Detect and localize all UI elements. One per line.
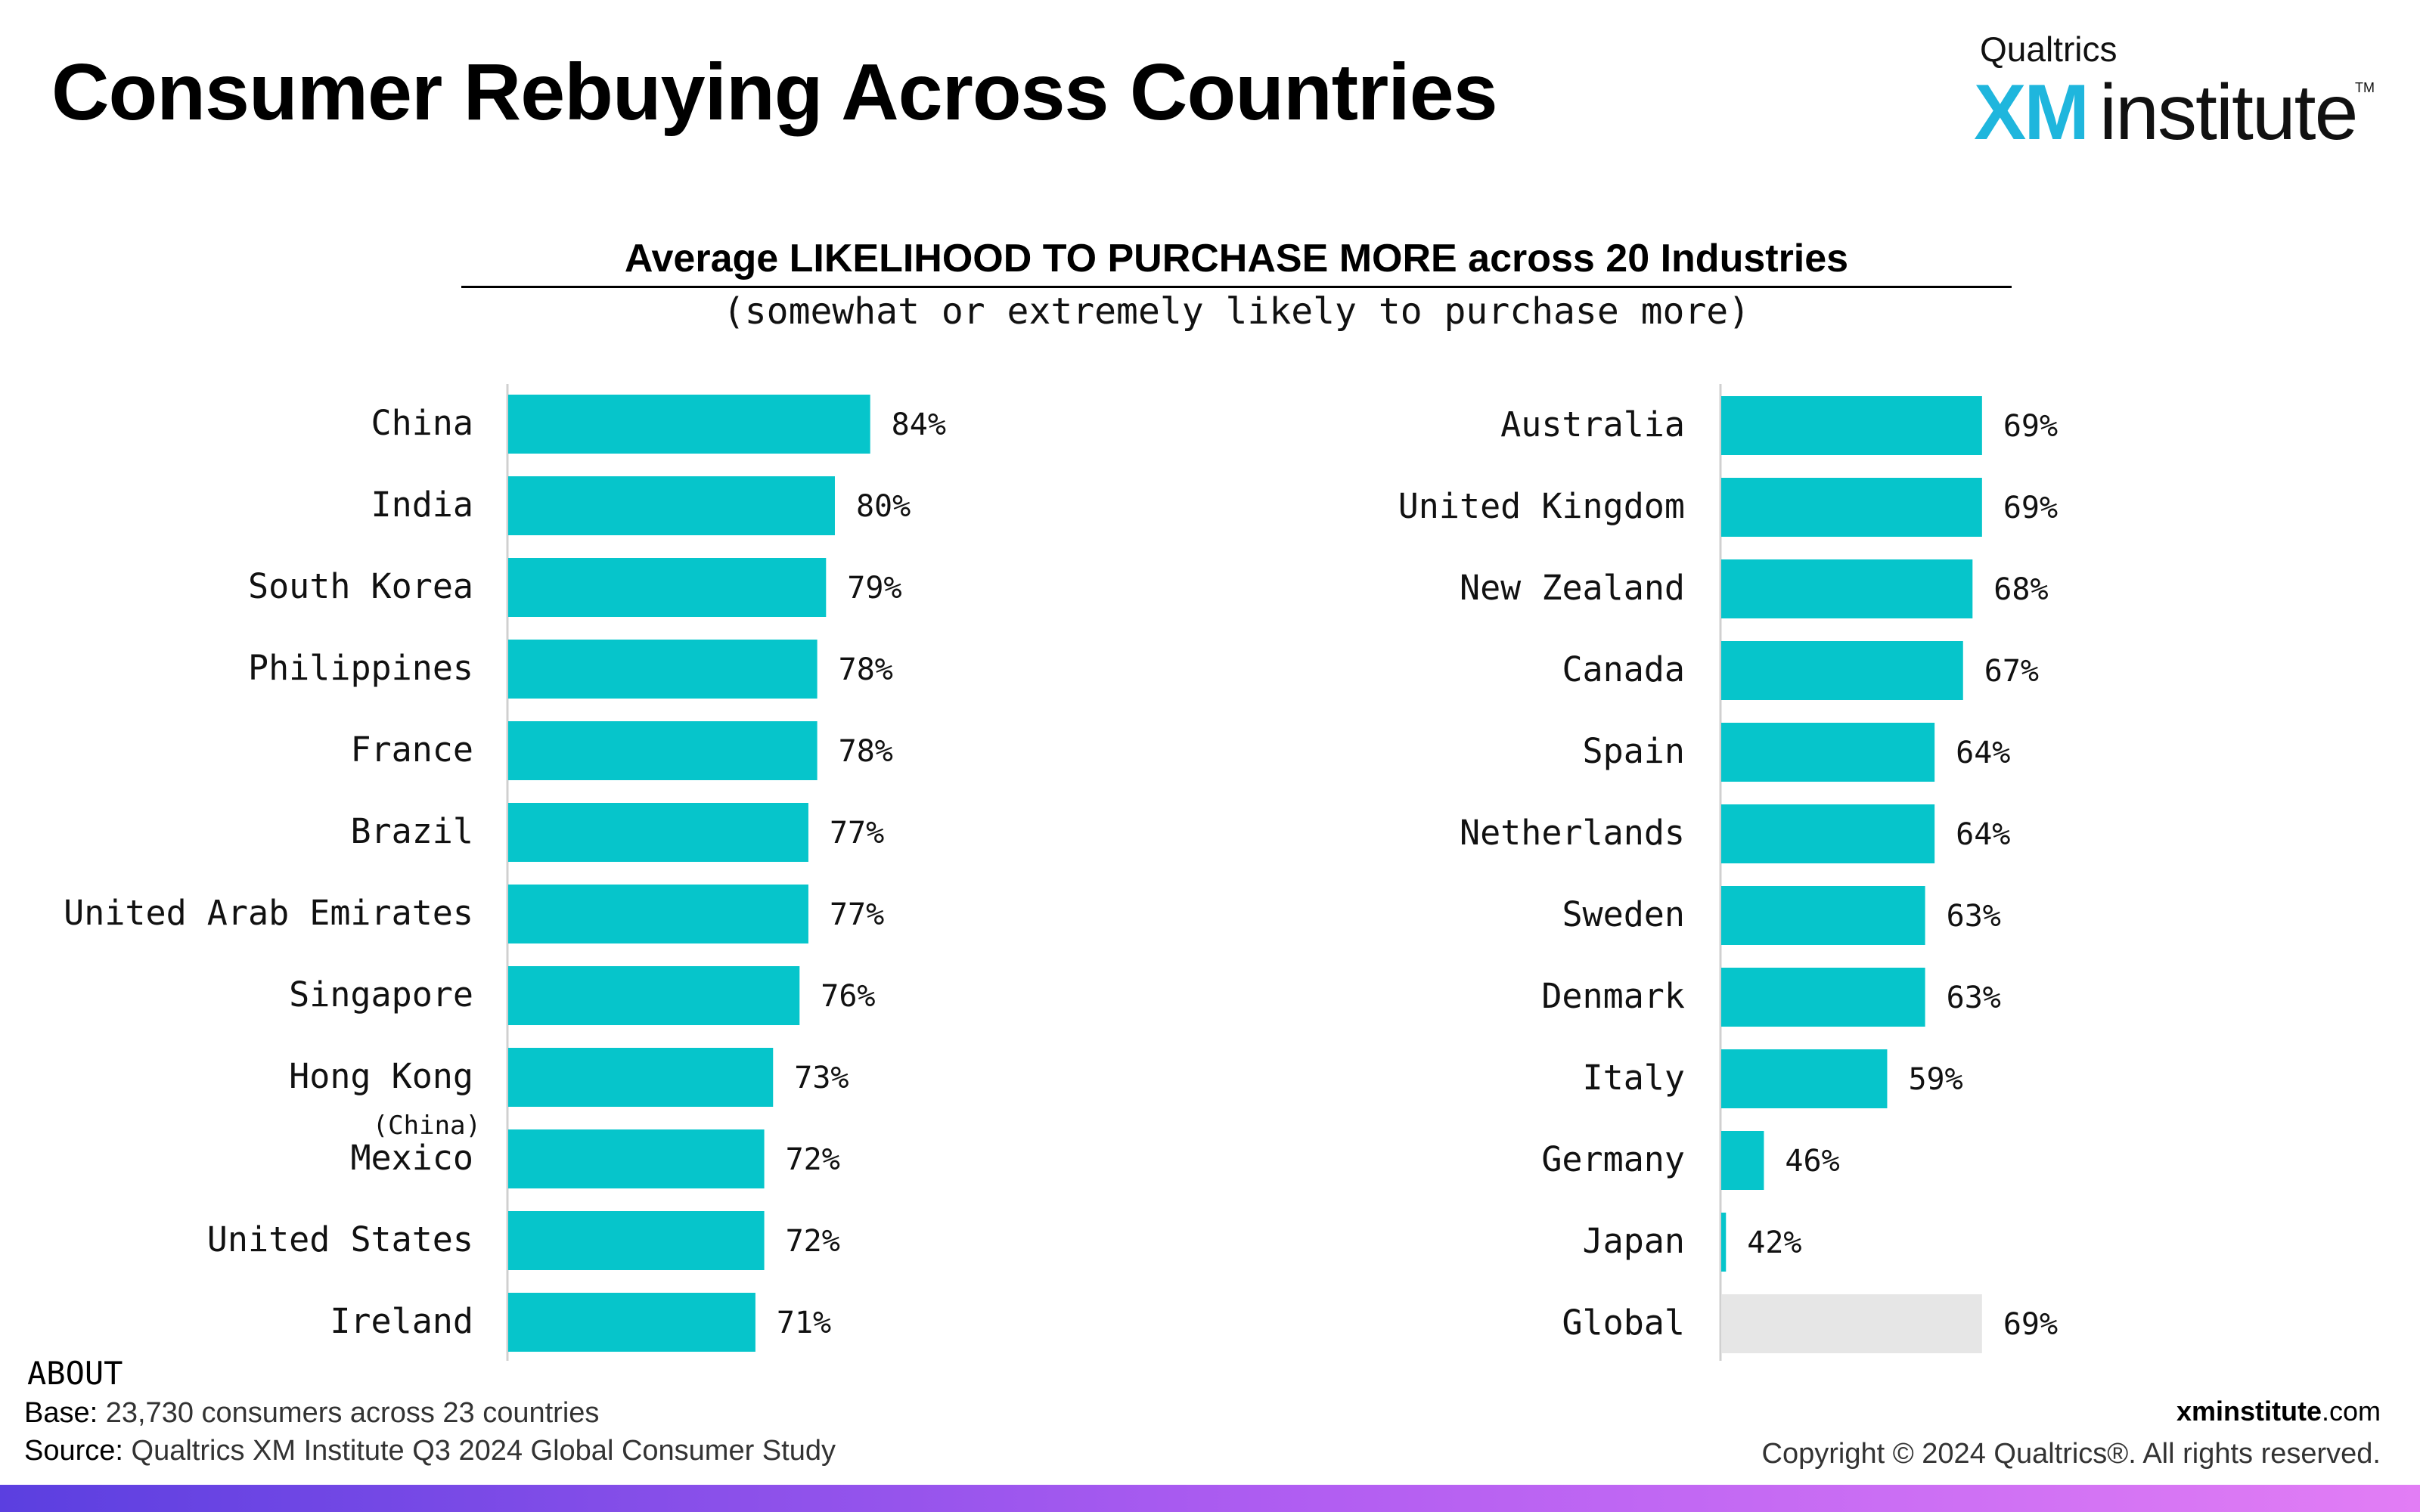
category-label: Netherlands — [1460, 813, 1685, 853]
value-label: 77% — [830, 816, 884, 850]
source-note: Source: Qualtrics XM Institute Q3 2024 G… — [24, 1435, 836, 1467]
bar-brazil — [508, 803, 808, 862]
source-text: Qualtrics XM Institute Q3 2024 Global Co… — [131, 1435, 836, 1467]
logo-institute-text: institute — [2099, 69, 2358, 156]
logo-brand-text: Qualtrics — [1980, 29, 2118, 69]
category-label: Canada — [1562, 649, 1685, 689]
value-label: 71% — [777, 1306, 831, 1340]
base-note: Base: 23,730 consumers across 23 countri… — [24, 1397, 599, 1430]
bar-charts: China 84% India 80% South Korea 79% Philippine… — [64, 384, 2058, 1361]
category-label: New Zealand — [1460, 568, 1685, 608]
category-label: United States — [207, 1219, 473, 1259]
value-label: 69% — [2003, 491, 2058, 525]
value-label: 79% — [847, 571, 901, 606]
value-label: 73% — [794, 1061, 849, 1095]
category-label: Germany — [1541, 1139, 1685, 1179]
category-label: Ireland — [330, 1301, 473, 1341]
bar-china — [508, 395, 870, 454]
value-label: 67% — [1984, 654, 2039, 689]
bar-hong-kong — [508, 1048, 774, 1107]
value-label: 42% — [1747, 1225, 1801, 1260]
bar-denmark — [1721, 968, 1925, 1027]
source-label: Source: — [24, 1435, 123, 1467]
value-label: 64% — [1956, 817, 2010, 852]
bar-united-arab-emirates — [508, 885, 808, 943]
value-label: 68% — [1993, 572, 2048, 607]
bar-south-korea — [508, 558, 827, 617]
category-label: China — [371, 403, 473, 443]
value-label: 72% — [786, 1224, 840, 1259]
bar-germany — [1721, 1131, 1764, 1190]
website-link[interactable]: xminstitute.com — [2176, 1396, 2381, 1427]
value-label: 64% — [1956, 736, 2010, 770]
bar-france — [508, 721, 818, 780]
category-label: France — [350, 730, 473, 770]
value-label: 59% — [1908, 1062, 1962, 1097]
bar-japan — [1721, 1213, 1727, 1272]
logo-trademark: TM — [2355, 80, 2375, 95]
value-label: 84% — [892, 407, 946, 442]
website-suffix: .com — [2321, 1396, 2381, 1427]
bar-sweden — [1721, 886, 1925, 945]
about-heading: ABOUT — [27, 1355, 123, 1392]
bar-philippines — [508, 640, 818, 699]
bar-italy — [1721, 1049, 1888, 1108]
category-label: Global — [1562, 1303, 1685, 1343]
value-label: 78% — [839, 734, 893, 769]
bar-singapore — [508, 966, 800, 1025]
value-label: 78% — [839, 652, 893, 687]
bar-canada — [1721, 641, 1963, 700]
bar-new-zealand — [1721, 559, 1973, 618]
copyright-text: Copyright © 2024 Qualtrics®. All rights … — [1761, 1438, 2381, 1470]
value-label: 63% — [1947, 981, 2001, 1015]
logo-xm-text: XM — [1974, 69, 2090, 156]
category-label: Japan — [1583, 1221, 1685, 1261]
category-label: Sweden — [1562, 894, 1685, 934]
category-label: Italy — [1583, 1058, 1685, 1098]
bar-mexico — [508, 1129, 765, 1188]
category-label: Brazil — [350, 811, 473, 851]
value-label: 72% — [786, 1142, 840, 1177]
value-label: 69% — [2003, 1307, 2058, 1342]
category-label: United Arab Emirates — [64, 893, 473, 933]
category-label: South Korea — [248, 566, 473, 606]
value-label: 77% — [830, 897, 884, 932]
title-divider — [461, 286, 2012, 288]
value-label: 63% — [1947, 899, 2001, 934]
category-label: Philippines — [248, 648, 473, 688]
bar-spain — [1721, 723, 1935, 782]
bar-netherlands — [1721, 804, 1935, 863]
category-label: Australia — [1500, 404, 1685, 445]
chart-title: Average LIKELIHOOD TO PURCHASE MORE acro… — [624, 237, 1849, 280]
page-title: Consumer Rebuying Across Countries — [51, 48, 1498, 137]
category-label: India — [371, 485, 473, 525]
bar-australia — [1721, 396, 1982, 455]
bar-india — [508, 476, 835, 535]
category-sublabel: (China) — [373, 1111, 481, 1141]
category-label: Mexico — [350, 1138, 473, 1178]
category-label: United Kingdom — [1398, 486, 1685, 526]
value-label: 76% — [821, 979, 875, 1014]
chart-note: (somewhat or extremely likely to purchas… — [722, 290, 1751, 333]
bar-united-kingdom — [1721, 478, 1982, 537]
base-label: Base: — [24, 1397, 98, 1429]
category-label: Spain — [1583, 731, 1685, 771]
value-label: 46% — [1785, 1144, 1839, 1179]
footer-gradient-bar — [0, 1485, 2420, 1512]
base-text: 23,730 consumers across 23 countries — [105, 1397, 600, 1429]
category-label: Singapore — [289, 974, 473, 1015]
value-label: 80% — [856, 489, 911, 524]
category-label: Denmark — [1541, 976, 1685, 1016]
bar-ireland — [508, 1293, 755, 1352]
value-label: 69% — [2003, 409, 2058, 444]
bar-global — [1721, 1294, 1982, 1353]
website-bold: xminstitute — [2176, 1396, 2322, 1427]
bar-united-states — [508, 1211, 765, 1270]
category-label: Hong Kong — [289, 1056, 473, 1096]
qualtrics-xm-institute-logo: Qualtrics XM institute TM — [1974, 29, 2375, 156]
